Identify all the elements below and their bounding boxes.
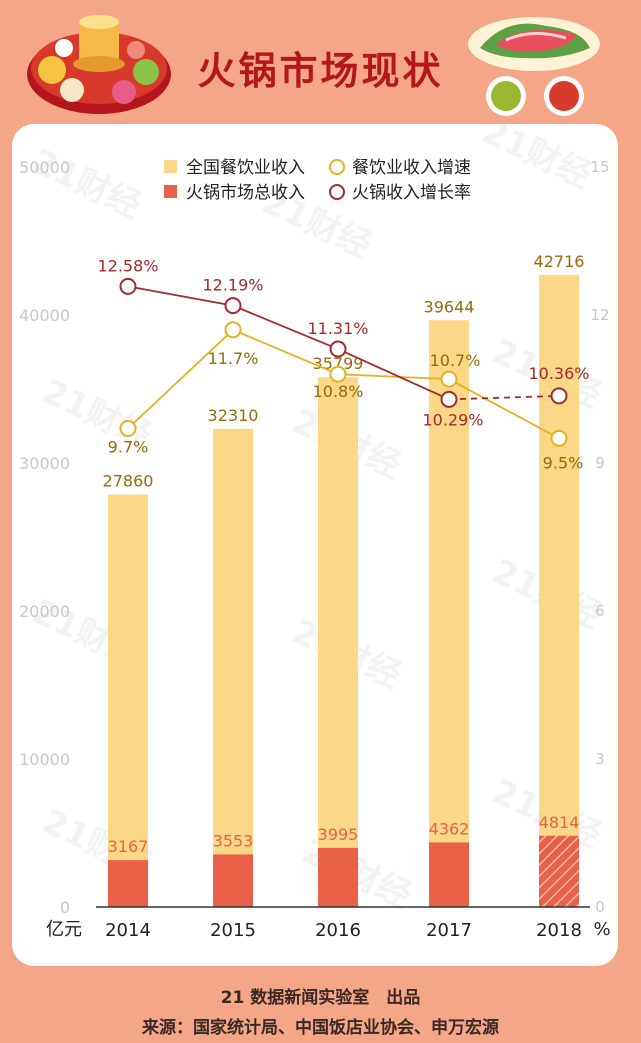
x-axis-unit-left: 亿元 (46, 919, 82, 940)
x-tick-label: 2018 (536, 920, 582, 941)
bar-hotpot-2017 (429, 842, 469, 907)
bar-hotpot-label: 3553 (213, 831, 254, 850)
x-tick-label: 2015 (210, 920, 256, 941)
line-catering-label: 9.5% (543, 453, 584, 472)
footer-source: 来源：国家统计局、中国饭店业协会、申万宏源 (142, 1018, 499, 1038)
bar-hotpot-2014 (108, 860, 148, 907)
bar-total-2015 (213, 428, 253, 907)
y-left-tick-label: 20000 (19, 602, 70, 621)
legend-swatch (164, 185, 177, 198)
footer-credit: 21 数据新闻实验室 出品 (220, 988, 421, 1008)
bar-total-2018 (539, 274, 579, 907)
y-left-tick-label: 10000 (19, 750, 70, 769)
line-hotpot-dashed (448, 395, 560, 401)
legend-swatch (329, 159, 345, 175)
point-catering (224, 321, 242, 339)
y-left-tick-label: 40000 (19, 306, 70, 325)
meat-plate-icon (468, 17, 600, 116)
bar-total-2017 (429, 320, 469, 907)
bar-total-2014 (108, 494, 148, 907)
bar-total-label: 27860 (103, 472, 154, 491)
line-hotpot-label: 12.19% (202, 276, 263, 295)
y-right-tick-label: 3 (595, 750, 605, 768)
bar-hotpot-label: 3995 (318, 825, 359, 844)
x-tick-label: 2016 (315, 920, 361, 941)
bar-hotpot-label: 3167 (108, 837, 149, 856)
y-left-tick-label: 30000 (19, 454, 70, 473)
line-hotpot-label: 11.31% (307, 319, 368, 338)
line-hotpot-label: 10.36% (528, 364, 589, 383)
legend-swatch (164, 160, 177, 173)
y-left-tick-label: 50000 (19, 158, 70, 177)
line-catering-label: 10.7% (430, 351, 481, 370)
legend-swatch (329, 184, 345, 200)
bar-hotpot-2016 (318, 847, 358, 907)
line-catering-label: 11.7% (208, 349, 259, 368)
bar-total-2016 (318, 377, 358, 907)
watermark: 21财经 (476, 124, 597, 197)
line-hotpot (127, 285, 450, 401)
line-hotpot-label: 12.58% (97, 256, 158, 275)
watermark: 21财经 (26, 142, 147, 227)
legend-label: 全国餐饮业收入 (186, 158, 305, 178)
bar-hotpot-2018 (539, 835, 579, 907)
chart: 21财经21财经21财经21财经21财经21财经21财经21财经21财经21财经… (19, 124, 610, 941)
y-left-tick-label: 0 (60, 898, 70, 917)
line-catering-label: 10.8% (313, 382, 364, 401)
point-hotpot (550, 387, 568, 405)
bar-total-label: 39644 (424, 297, 475, 316)
point-catering (550, 429, 568, 447)
bar-hotpot-label: 4814 (539, 813, 580, 832)
point-catering (329, 365, 347, 383)
hotpot-icon (27, 15, 171, 114)
y-right-tick-label: 12 (590, 306, 609, 324)
bar-total-label: 32310 (208, 406, 259, 425)
legend-label: 火锅市场总收入 (186, 183, 305, 203)
bar-total-label: 42716 (534, 252, 585, 271)
x-tick-label: 2017 (426, 920, 472, 941)
y-right-tick-label: 15 (590, 158, 609, 176)
point-catering (440, 370, 458, 388)
chart-panel: 21财经21财经21财经21财经21财经21财经21财经21财经21财经21财经… (12, 124, 618, 966)
y-right-tick-label: 0 (595, 898, 605, 916)
point-hotpot (119, 277, 137, 295)
page-title: 火锅市场现状 (197, 49, 444, 93)
x-tick-label: 2014 (105, 920, 151, 941)
bar-hotpot-2015 (213, 854, 253, 907)
x-axis-unit-right: % (593, 919, 610, 940)
line-hotpot-label: 10.29% (422, 410, 483, 429)
y-right-tick-label: 6 (595, 602, 605, 620)
point-catering (119, 419, 137, 437)
y-right-tick-label: 9 (595, 454, 605, 472)
point-hotpot (224, 297, 242, 315)
bar-hotpot-label: 4362 (429, 819, 470, 838)
legend-label: 火锅收入增长率 (352, 183, 471, 203)
legend-label: 餐饮业收入增速 (352, 158, 471, 178)
point-hotpot (329, 340, 347, 358)
point-hotpot (440, 390, 458, 408)
line-catering-label: 9.7% (108, 437, 149, 456)
